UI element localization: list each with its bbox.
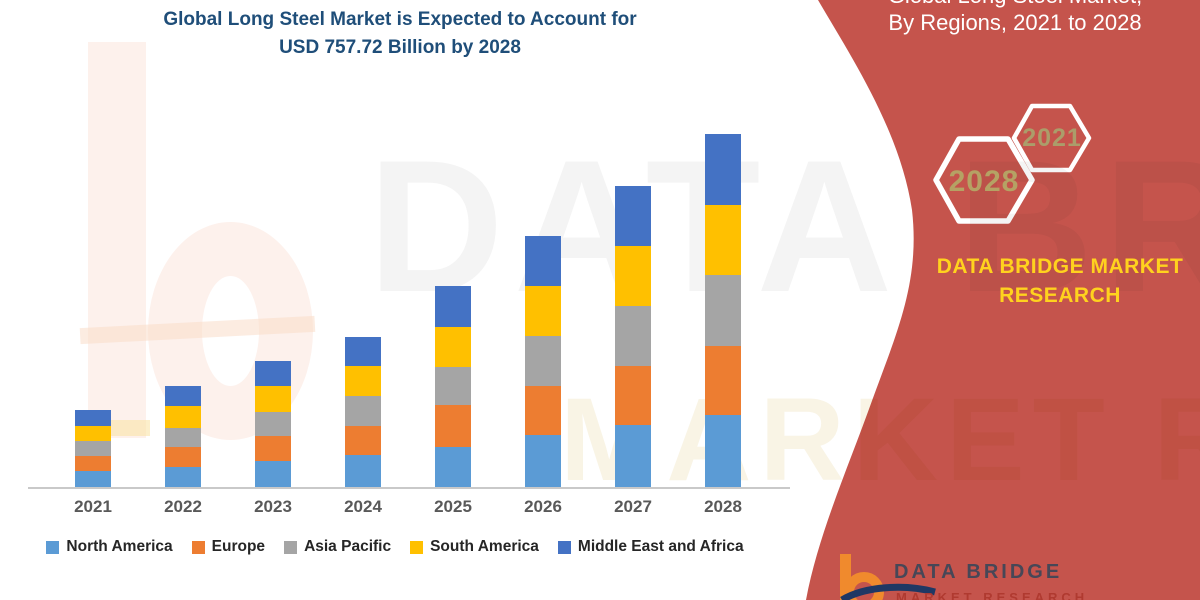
legend-label: Asia Pacific	[304, 538, 392, 555]
bar-segment-2026-asia-pacific	[525, 335, 561, 387]
bar-segment-2023-middle-east-and-africa	[255, 361, 291, 387]
legend-label: North America	[66, 538, 173, 555]
legend-label: South America	[430, 538, 539, 555]
bar-segment-2028-asia-pacific	[705, 274, 741, 347]
plot-area: 2021 2022 2023 2024 2025 2026 2027 2028	[28, 134, 790, 516]
bar-segment-2026-middle-east-and-africa	[525, 236, 561, 287]
chart-title-line2: USD 757.72 Billion by 2028	[279, 37, 521, 58]
legend-item-north-america: North America	[46, 538, 173, 556]
bar-segment-2022-asia-pacific	[165, 427, 201, 447]
bar-segment-2023-asia-pacific	[255, 412, 291, 437]
bar-segment-2023-north-america	[255, 461, 291, 487]
bar-segment-2027-south-america	[615, 245, 651, 306]
bar-2021	[75, 409, 111, 487]
bar-segment-2026-south-america	[525, 286, 561, 336]
bar-segment-2021-north-america	[75, 470, 111, 487]
bar-segment-2024-europe	[345, 426, 381, 455]
bar-segment-2028-middle-east-and-africa	[705, 134, 741, 205]
hexagon-2021-outline	[1011, 103, 1092, 173]
chart-legend: North America Europe Asia Pacific South Ame…	[0, 538, 790, 556]
bar-segment-2026-north-america	[525, 435, 561, 487]
bar-segment-2025-north-america	[435, 446, 471, 487]
x-axis-label-2023: 2023	[254, 497, 292, 516]
x-axis-label-2026: 2026	[524, 497, 562, 516]
x-axis-line	[28, 487, 790, 489]
bar-segment-2026-europe	[525, 386, 561, 436]
watermark-text-line2: MARKET RESEARCH	[560, 374, 1200, 506]
bar-2024	[345, 336, 381, 487]
bar-segment-2022-europe	[165, 446, 201, 467]
bar-segment-2024-south-america	[345, 366, 381, 397]
x-axis-label-2027: 2027	[614, 497, 652, 516]
bar-segment-2021-asia-pacific	[75, 440, 111, 457]
bar-2022	[165, 385, 201, 487]
bar-segment-2022-middle-east-and-africa	[165, 385, 201, 406]
legend-swatch-icon	[410, 540, 424, 554]
bar-segment-2025-middle-east-and-africa	[435, 285, 471, 328]
bar-segment-2027-north-america	[615, 425, 651, 487]
chart-title-line1: Global Long Steel Market is Expected to …	[163, 9, 637, 30]
bar-segment-2021-south-america	[75, 425, 111, 441]
bar-2026	[525, 236, 561, 487]
footer-logo-icon	[840, 554, 936, 600]
x-axis-label-2021: 2021	[74, 497, 112, 516]
bar-segment-2028-north-america	[705, 414, 741, 487]
bar-segment-2023-europe	[255, 436, 291, 462]
legend-swatch-icon	[284, 540, 298, 554]
x-axis-label-2024: 2024	[344, 497, 382, 516]
bar-segment-2024-asia-pacific	[345, 396, 381, 427]
bar-segment-2027-middle-east-and-africa	[615, 186, 651, 246]
bar-segment-2028-europe	[705, 346, 741, 415]
legend-label: Europe	[211, 538, 266, 555]
red-banner-path	[806, 0, 1200, 600]
legend-swatch-icon	[557, 540, 571, 554]
bar-segment-2028-south-america	[705, 204, 741, 275]
legend-item-south-america: South America	[410, 538, 539, 556]
bar-segment-2023-south-america	[255, 386, 291, 413]
legend-item-asia-pacific: Asia Pacific	[284, 538, 391, 556]
bar-2023	[255, 361, 291, 487]
hexagon-2028-outline	[933, 136, 1035, 224]
watermark-b-logo-stem	[88, 42, 146, 438]
bar-2028	[705, 134, 741, 487]
x-axis-label-2022: 2022	[164, 497, 202, 516]
bar-segment-2024-north-america	[345, 454, 381, 487]
legend-swatch-icon	[46, 540, 60, 554]
legend-item-middle-east-and-africa: Middle East and Africa	[557, 538, 744, 556]
legend-swatch-icon	[191, 540, 205, 554]
bar-segment-2024-middle-east-and-africa	[345, 336, 381, 367]
bar-segment-2021-europe	[75, 456, 111, 471]
bar-segment-2027-europe	[615, 365, 651, 425]
bar-segment-2025-asia-pacific	[435, 367, 471, 406]
legend-item-europe: Europe	[191, 538, 266, 556]
bar-2025	[435, 285, 471, 487]
bar-segment-2022-south-america	[165, 405, 201, 428]
bar-2027	[615, 186, 651, 487]
bar-segment-2027-asia-pacific	[615, 305, 651, 366]
bar-segment-2021-middle-east-and-africa	[75, 409, 111, 426]
watermark-text-line1: DATA BRIDGE	[368, 121, 1200, 331]
x-axis-label-2028: 2028	[704, 497, 742, 516]
bar-segment-2025-south-america	[435, 327, 471, 368]
chart-title: Global Long Steel Market is Expected to …	[0, 6, 800, 62]
x-axis-label-2025: 2025	[434, 497, 472, 516]
bar-segment-2022-north-america	[165, 467, 201, 487]
bar-segment-2025-europe	[435, 405, 471, 447]
legend-label: Middle East and Africa	[577, 538, 744, 555]
